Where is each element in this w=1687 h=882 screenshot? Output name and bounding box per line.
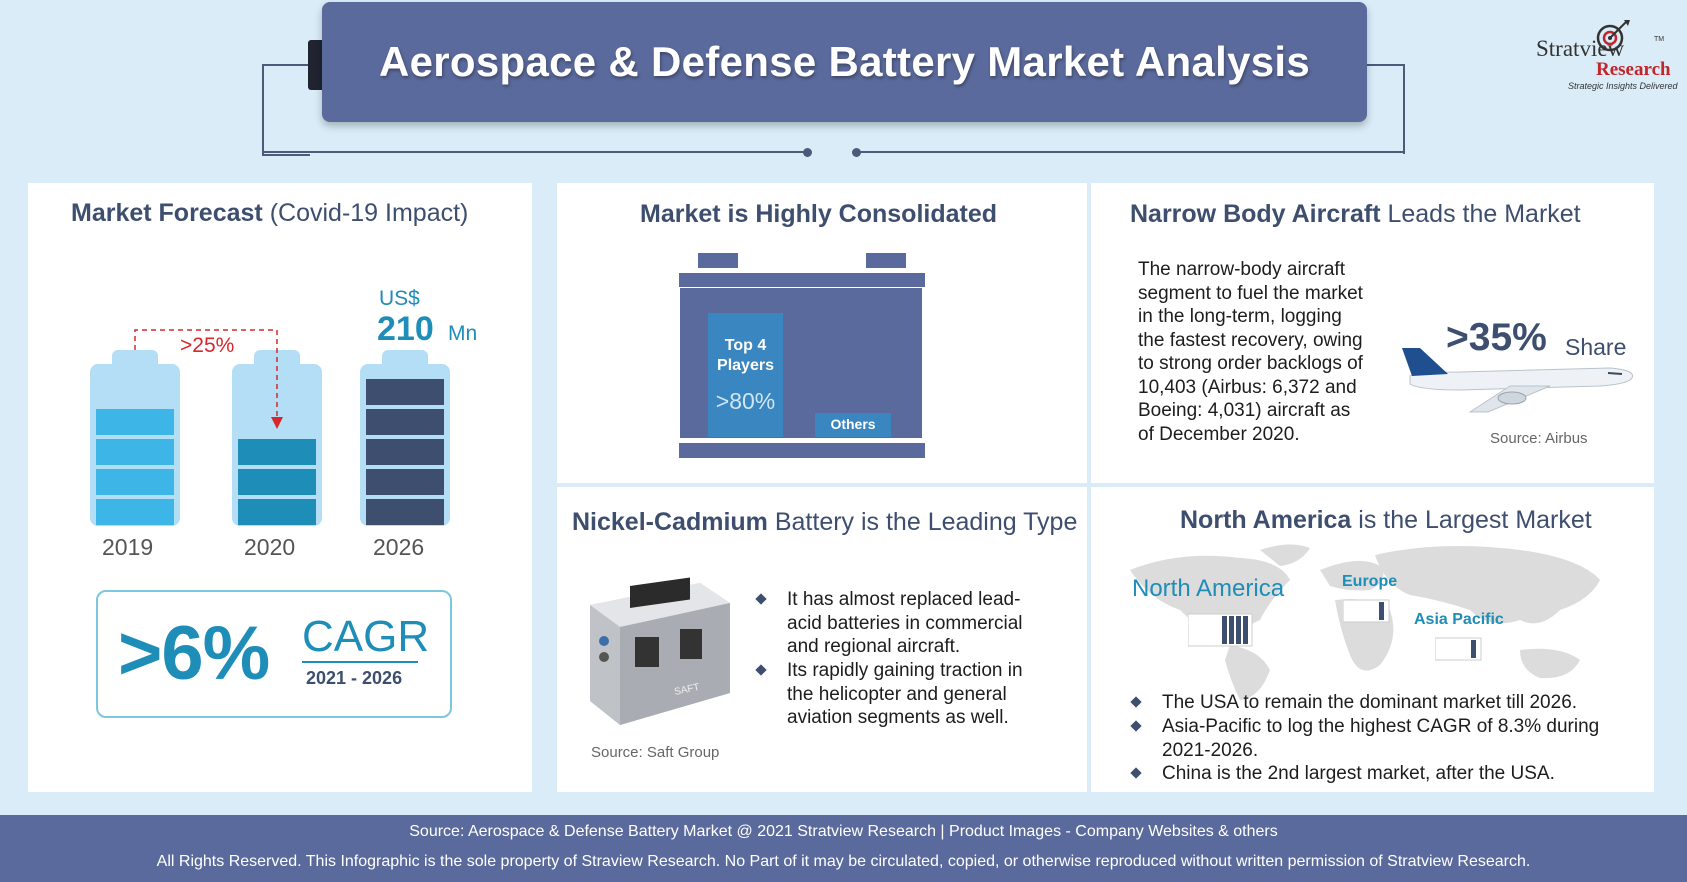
narrow-body-title-bold: Narrow Body Aircraft bbox=[1130, 200, 1381, 228]
forecast-value: 210 bbox=[377, 310, 434, 348]
forecast-value-suffix: Mn bbox=[448, 322, 478, 345]
narrow-body-text: The narrow-body aircraft segment to fuel… bbox=[1138, 258, 1363, 446]
share-value: >35% bbox=[1446, 316, 1547, 359]
logo-brand-top: Stratview bbox=[1536, 36, 1625, 61]
bullet-line: aviation segments as well. bbox=[787, 707, 1009, 728]
airplane-icon bbox=[1402, 348, 1634, 413]
region-bullet: China is the 2nd largest market, after t… bbox=[1162, 762, 1555, 786]
ap-label: Asia Pacific bbox=[1414, 611, 1504, 628]
bullet-line: China is the 2nd largest market, after t… bbox=[1162, 763, 1555, 784]
title-bar: Aerospace & Defense Battery Market Analy… bbox=[322, 2, 1367, 122]
region-bullet: The USA to remain the dominant market ti… bbox=[1162, 691, 1577, 715]
narrow-body-source: Source: Airbus bbox=[1490, 430, 1588, 447]
nicad-title-rest: Battery is the Leading Type bbox=[774, 508, 1078, 536]
bullet-line: the helicopter and general bbox=[787, 683, 1007, 705]
header-line-left bbox=[262, 151, 807, 153]
narrow-body-title-rest: Leads the Market bbox=[1387, 200, 1581, 228]
header-bracket-left bbox=[262, 64, 310, 156]
cagr-divider bbox=[302, 661, 418, 663]
nicad-title-bold: Nickel-Cadmium bbox=[572, 508, 768, 536]
forecast-title-rest: (Covid-19 Impact) bbox=[269, 199, 469, 227]
na-label: North America bbox=[1132, 575, 1285, 602]
cagr-box bbox=[96, 590, 452, 718]
region-title: North America is the Largest Market bbox=[1180, 506, 1592, 535]
battery-terminal-right bbox=[866, 253, 906, 268]
top4-label: Top 4 Players bbox=[717, 337, 774, 374]
narrow-body-panel bbox=[1091, 183, 1654, 483]
na-bar-icon bbox=[1188, 613, 1253, 647]
nicad-bullet: Its rapidly gaining traction in the heli… bbox=[787, 659, 1023, 730]
year-label: 2019 bbox=[102, 534, 154, 560]
year-label: 2026 bbox=[373, 534, 425, 560]
eu-label: Europe bbox=[1342, 573, 1398, 590]
battery-bottom-plate bbox=[679, 440, 925, 458]
region-bullet: Asia-Pacific to log the highest CAGR of … bbox=[1162, 715, 1599, 762]
text-line: The narrow-body aircraft bbox=[1138, 259, 1345, 280]
year-label: 2020 bbox=[244, 534, 296, 560]
narrow-body-title: Narrow Body Aircraft Leads the Market bbox=[1130, 200, 1581, 229]
footer: Source: Aerospace & Defense Battery Mark… bbox=[0, 815, 1687, 882]
text-line: 10,403 (Airbus: 6,372 and bbox=[1138, 376, 1357, 398]
ap-bar-icon bbox=[1435, 637, 1482, 661]
nicad-brand: SAFT bbox=[673, 682, 700, 698]
forecast-title: Market Forecast (Covid-19 Impact) bbox=[71, 199, 468, 228]
bullet-line: The USA to remain the dominant market ti… bbox=[1162, 692, 1578, 713]
region-title-rest: is the Largest Market bbox=[1358, 506, 1592, 534]
top4-bar bbox=[708, 313, 783, 437]
stratview-logo: Stratview TM Research Strategic Insights… bbox=[1530, 18, 1680, 93]
logo-brand-bottom: Research bbox=[1596, 59, 1671, 80]
title-tab bbox=[308, 40, 324, 90]
cagr-period: 2021 - 2026 bbox=[306, 668, 403, 688]
text-line: of December 2020. bbox=[1138, 423, 1300, 445]
decline-label: >25% bbox=[180, 334, 235, 357]
top4-value: >80% bbox=[715, 388, 776, 414]
header-line-right bbox=[856, 151, 1404, 153]
consolidated-title: Market is Highly Consolidated bbox=[640, 200, 998, 228]
cagr-value: >6% bbox=[118, 611, 270, 696]
header-bracket-right bbox=[1367, 64, 1405, 154]
footer-rights: All Rights Reserved. This Infographic is… bbox=[156, 853, 1531, 870]
page-title: Aerospace & Defense Battery Market Analy… bbox=[378, 38, 1311, 85]
others-label: Others bbox=[830, 416, 876, 432]
header-dot-right bbox=[852, 148, 861, 157]
text-line: to strong order backlogs of bbox=[1138, 353, 1363, 374]
forecast-value-unit: US$ bbox=[379, 287, 420, 310]
decline-arrow bbox=[134, 329, 283, 429]
text-line: in the long-term, logging bbox=[1138, 306, 1342, 327]
logo-tagline: Strategic Insights Delivered bbox=[1568, 81, 1678, 91]
nicad-title: Nickel-Cadmium Battery is the Leading Ty… bbox=[572, 508, 1077, 537]
region-title-bold: North America bbox=[1180, 506, 1352, 534]
bullet-line: 2021-2026. bbox=[1162, 739, 1259, 761]
text-line: Boeing: 4,031) aircraft as bbox=[1138, 400, 1351, 421]
forecast-title-bold: Market Forecast bbox=[71, 199, 263, 227]
nicad-bullet: It has almost replaced lead- acid batter… bbox=[787, 588, 1022, 659]
cagr-label: CAGR bbox=[302, 612, 430, 661]
eu-bar-icon bbox=[1343, 599, 1390, 623]
others-bar bbox=[815, 413, 891, 437]
nicad-battery-image: SAFT bbox=[590, 577, 730, 725]
battery-terminal-left bbox=[698, 253, 738, 268]
bullet-line: and regional aircraft. bbox=[787, 636, 961, 657]
bullet-line: Asia-Pacific to log the highest CAGR of … bbox=[1162, 716, 1600, 737]
bullet-line: It has almost replaced lead- bbox=[787, 589, 1021, 610]
bullet-line: acid batteries in commercial bbox=[787, 612, 1023, 634]
text-line: segment to fuel the market bbox=[1138, 282, 1363, 304]
share-label: Share bbox=[1565, 334, 1627, 360]
footer-source: Source: Aerospace & Defense Battery Mark… bbox=[409, 823, 1278, 840]
target-icon bbox=[1596, 20, 1630, 52]
header-dot-left bbox=[803, 148, 812, 157]
logo-tm: TM bbox=[1654, 36, 1665, 43]
bullet-line: Its rapidly gaining traction in bbox=[787, 660, 1023, 681]
text-line: the fastest recovery, owing bbox=[1138, 329, 1363, 351]
nicad-source: Source: Saft Group bbox=[591, 744, 720, 761]
